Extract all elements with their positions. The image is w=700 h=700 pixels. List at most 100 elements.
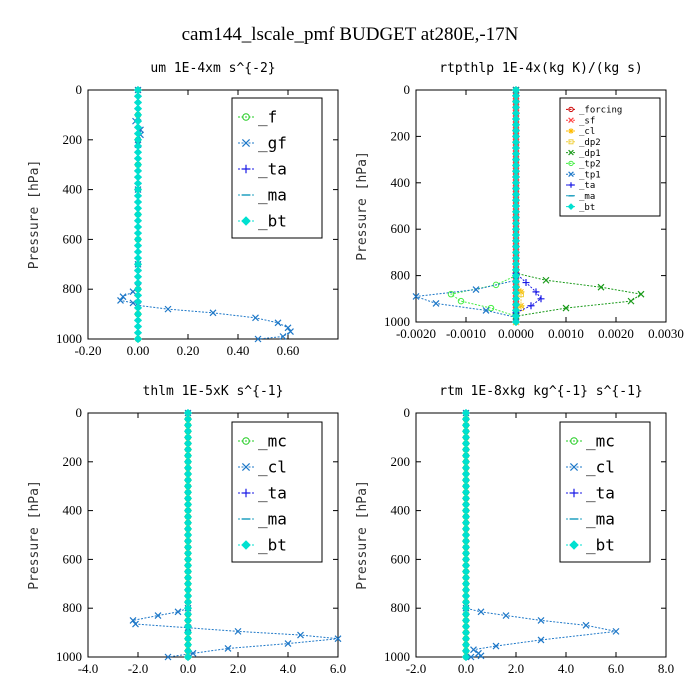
series-marker <box>284 324 292 332</box>
series-marker <box>477 652 485 660</box>
y-tick-label: 600 <box>63 551 83 566</box>
y-axis-label: Pressure [hPa] <box>27 160 42 270</box>
legend-marker <box>569 540 579 550</box>
y-tick-label: 1000 <box>56 649 82 664</box>
y-tick-label: 0 <box>76 405 83 420</box>
series-marker <box>183 652 193 662</box>
legend-label: _bt <box>258 212 287 231</box>
x-tick-label: -0.20 <box>74 343 101 358</box>
x-tick-label: 0.20 <box>177 343 200 358</box>
series-marker <box>297 631 304 639</box>
legend-item: _bt <box>566 536 615 555</box>
legend-label: _bt <box>586 536 615 555</box>
y-tick-label: 200 <box>63 454 83 469</box>
y-tick-label: 400 <box>391 503 411 518</box>
legend-marker <box>242 113 250 121</box>
legend-label: _cl <box>579 127 595 137</box>
legend-box <box>231 421 323 563</box>
legend: _f _gf _ta _ma _bt <box>231 97 323 239</box>
plot-frame <box>87 89 339 340</box>
legend-item: _ta <box>566 181 595 191</box>
panel-title: rtm 1E-8xkg kg^{-1} s^{-1} <box>439 384 643 399</box>
series-marker <box>432 300 440 307</box>
x-tick-label: 4.0 <box>280 661 296 676</box>
series-marker <box>164 653 172 661</box>
legend-label: _ta <box>258 484 287 503</box>
legend-marker <box>241 540 251 550</box>
series-marker <box>224 645 232 652</box>
legend-label: _tp2 <box>579 160 601 170</box>
legend-item: _ma <box>566 510 615 529</box>
series-marker <box>457 297 465 305</box>
legend-item: _cl <box>566 127 595 137</box>
series-marker <box>562 304 570 312</box>
series-marker <box>627 297 635 305</box>
legend-marker <box>568 171 574 178</box>
legend: _mc _cl _ta _ma _bt <box>559 421 651 563</box>
y-axis-label: Pressure [hPa] <box>27 480 42 590</box>
legend-marker <box>568 160 574 167</box>
series-tp1 <box>412 86 520 321</box>
series-marker <box>537 295 545 303</box>
series-marker <box>477 608 485 616</box>
x-tick-label: 0.0030 <box>648 326 684 341</box>
legend: _mc _cl _ta _ma _bt <box>231 421 323 563</box>
legend-marker <box>242 437 250 445</box>
legend-label: _ta <box>258 160 287 179</box>
legend-label: _cl <box>586 458 615 477</box>
legend-label: _ta <box>586 484 615 503</box>
y-tick-label: 0 <box>404 405 411 420</box>
y-axis-label: Pressure [hPa] <box>355 151 370 261</box>
series-marker <box>164 305 172 313</box>
legend-label: _tp1 <box>579 170 601 180</box>
series-marker <box>537 616 545 624</box>
legend-item: _dp2 <box>566 138 601 148</box>
y-tick-label: 400 <box>63 503 83 518</box>
y-tick-label: 0 <box>76 82 83 97</box>
x-tick-label: 0.0 <box>458 661 474 676</box>
y-axis-label: Pressure [hPa] <box>355 480 370 590</box>
legend-label: _ma <box>258 510 287 529</box>
series-marker <box>287 328 294 335</box>
series-marker <box>132 620 139 628</box>
legend: _forcing_sf_cl_dp2_dp1_tp2_tp1_ta_ma_bt <box>559 97 661 217</box>
legend-box <box>559 97 661 217</box>
series-marker <box>274 319 282 327</box>
legend-label: _ma <box>579 192 595 202</box>
legend-label: _ma <box>258 186 287 205</box>
legend-item: _ma <box>238 186 287 205</box>
series-marker <box>117 296 124 304</box>
legend-item: _ta <box>238 160 287 179</box>
legend-item: _gf <box>238 134 287 153</box>
legend-item: _cl <box>238 458 287 477</box>
x-tick-label: 0.0020 <box>598 326 634 341</box>
legend-marker <box>568 149 574 156</box>
legend-marker <box>567 203 575 210</box>
x-tick-label: -0.0010 <box>446 326 486 341</box>
x-tick-label: -0.0020 <box>396 326 436 341</box>
y-tick-label: 600 <box>63 231 83 246</box>
legend-item: _ta <box>566 484 615 503</box>
x-tick-label: 0.60 <box>277 343 300 358</box>
legend-label: _bt <box>258 536 287 555</box>
x-tick-label: 0.0010 <box>548 326 584 341</box>
x-tick-label: 0.0000 <box>498 326 534 341</box>
legend-item: _tp1 <box>566 170 601 180</box>
legend-item: _cl <box>566 458 615 477</box>
legend-marker <box>241 138 251 148</box>
legend-item: _bt <box>238 536 287 555</box>
series-line <box>515 90 542 314</box>
y-tick-label: 1000 <box>384 649 410 664</box>
series-bt <box>133 85 143 344</box>
y-tick-label: 400 <box>391 175 411 190</box>
x-tick-label: 6.0 <box>608 661 624 676</box>
legend-item: _dp1 <box>566 149 601 159</box>
series-marker <box>412 293 420 300</box>
legend-marker <box>569 488 579 498</box>
chart-panel-2: rtpthlp 1E-4x(kg K)/(kg s) -0.0020 -0.0010… <box>355 61 684 341</box>
legend-marker <box>241 488 251 498</box>
x-tick-label: 0.0 <box>180 661 196 676</box>
chart-panel-4: rtm 1E-8xkg kg^{-1} s^{-1} -2.0 0.0 2.0 4.0 6… <box>355 384 674 676</box>
series-marker <box>492 642 500 650</box>
series-marker <box>637 290 645 298</box>
